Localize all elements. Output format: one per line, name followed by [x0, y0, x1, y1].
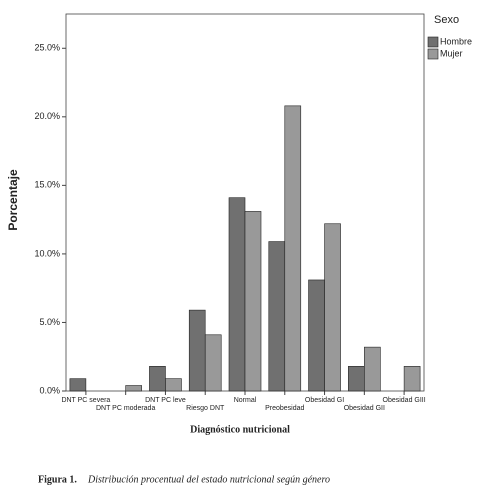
bar	[244, 211, 262, 392]
x-tick-label: Normal	[234, 397, 257, 404]
caption: Distribución procentual del estado nutri…	[87, 474, 330, 485]
bar	[165, 378, 182, 392]
x-axis-label: Diagnóstico nutricional	[190, 424, 290, 435]
bar	[324, 223, 341, 392]
x-tick-label: Preobesidad	[265, 405, 304, 412]
bar	[308, 279, 325, 392]
x-tick-label: Obesidad GI	[305, 397, 344, 404]
x-tick-label: Riesgo DNT	[186, 405, 225, 412]
y-tick-label: 20.0%	[34, 111, 60, 121]
bar	[364, 346, 381, 392]
legend-label: Hombre	[440, 36, 472, 46]
bar	[204, 334, 222, 392]
bar	[268, 241, 286, 392]
x-tick-label: DNT PC moderada	[96, 405, 156, 412]
bar	[69, 378, 87, 392]
caption-label: Figura 1.	[38, 474, 77, 485]
legend-swatch	[427, 36, 439, 48]
bar	[125, 385, 142, 392]
legend-title: Sexo	[434, 14, 459, 26]
bar	[403, 366, 421, 392]
bar	[348, 366, 365, 392]
x-tick-label: DNT PC leve	[145, 397, 186, 404]
y-tick-label: 0.0%	[39, 385, 60, 395]
bar	[228, 197, 246, 392]
legend-swatch	[427, 48, 439, 60]
y-axis-label: Porcentaje	[6, 169, 20, 231]
x-tick-label: Obesidad GII	[344, 405, 385, 412]
bar	[284, 105, 302, 392]
bar	[149, 366, 166, 392]
bar	[188, 309, 206, 392]
y-tick-label: 25.0%	[34, 43, 60, 53]
x-tick-label: DNT PC severa	[61, 397, 110, 404]
y-tick-label: 15.0%	[34, 180, 60, 190]
y-tick-label: 10.0%	[34, 248, 60, 258]
legend-label: Mujer	[440, 48, 463, 58]
x-tick-label: Obesidad GIII	[383, 397, 426, 404]
y-tick-label: 5.0%	[39, 317, 60, 327]
